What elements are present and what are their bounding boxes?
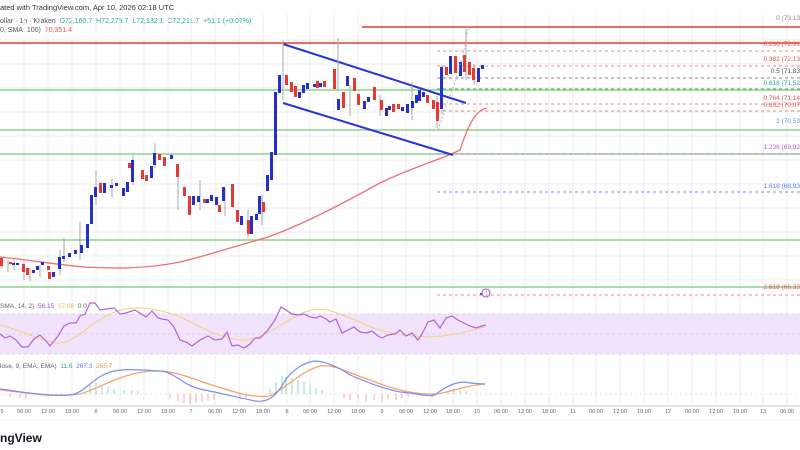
- time-axis-label: 5: [0, 409, 4, 415]
- macd-signal-value: 255.7: [96, 363, 113, 370]
- time-axis-label: 12:00: [137, 409, 151, 415]
- macd-legend: lose, 9, EMA, EMA) 11.6 267.3 255.7: [0, 363, 112, 370]
- symbol-ohlc-legend: ollar · 1h · Kraken O72,160.7 H72,279.7 …: [0, 18, 251, 25]
- low-value: L72,132.1: [132, 18, 164, 25]
- macd-value: 267.3: [76, 363, 93, 370]
- high-value: H72,279.7: [96, 18, 129, 25]
- time-axis-label: 06:00: [208, 409, 222, 415]
- time-axis-label: 06:00: [17, 409, 31, 415]
- time-axis-label: 12: [664, 409, 672, 415]
- fib-label-1: 1 (70,53: [776, 118, 800, 125]
- rsi-line: [0, 302, 487, 349]
- time-axis-label: 18:00: [65, 409, 79, 415]
- fib-label-05: 0.5 (71,83: [770, 68, 800, 75]
- time-axis-label: 13: [759, 409, 767, 415]
- time-axis-label: 12:00: [423, 409, 437, 415]
- time-axis-label: 12:00: [327, 409, 341, 415]
- change-value: +51.1 (+0.07%): [203, 18, 252, 25]
- time-axis-label: 06:00: [303, 409, 317, 415]
- fib-label-0236: 0.236 (72,91: [763, 41, 800, 48]
- time-axis-label: 7: [189, 409, 193, 415]
- macd-signal-line: [0, 365, 486, 398]
- time-axis-label: 18:00: [351, 409, 365, 415]
- time-axis-label: 18:00: [733, 409, 747, 415]
- time-axis-label: 06:00: [780, 409, 794, 415]
- alert-clock-icon[interactable]: [479, 288, 491, 298]
- time-axis-label: 18:00: [256, 409, 270, 415]
- macd-label: lose, 9, EMA, EMA): [0, 363, 57, 370]
- rsi-ma-value: 57.08: [57, 303, 75, 310]
- sma-100-line: [0, 107, 488, 269]
- time-axis-label: 12:00: [709, 409, 723, 415]
- candlesticks: [0, 28, 484, 281]
- fib-label-2618: 2.618 (66,33: [763, 284, 800, 291]
- time-axis-label: 18:00: [446, 409, 460, 415]
- time-axis-label: 12:00: [41, 409, 55, 415]
- fib-label-1618: 1.618 (68,93: [763, 183, 800, 190]
- tradingview-logo: ngView: [0, 431, 42, 445]
- rsi-extra: 0 0: [77, 303, 87, 310]
- fib-label-1236: 1.236 (69,92: [763, 144, 800, 151]
- time-axis-label: 11: [570, 409, 576, 415]
- time-axis-label: 06:00: [685, 409, 699, 415]
- time-axis-label: 18:00: [542, 409, 556, 415]
- time-axis-label: 06:00: [589, 409, 603, 415]
- fib-label-0: 0 (73,13: [776, 15, 800, 22]
- rsi-label: SMA, 14, 2): [0, 303, 35, 310]
- time-axis-label: 06:00: [399, 409, 413, 415]
- macd-hist-value: 11.6: [60, 363, 73, 370]
- published-info: ated with TradingView.com, Apr 10, 2026 …: [0, 3, 175, 12]
- sma-value: 70,351.4: [44, 27, 72, 34]
- time-axis-label: 06:00: [113, 409, 127, 415]
- fib-label-0382: 0.382 (72,13: [763, 56, 800, 63]
- fib-label-0764: 0.764 (71,14: [763, 95, 800, 102]
- time-axis-label: 10: [473, 409, 481, 415]
- sma-legend: 0, SMA, 100) 70,351.4: [0, 27, 72, 34]
- rsi-value: 58.15: [37, 303, 55, 310]
- time-axis-label: 6: [94, 409, 98, 415]
- time-axis-label: 9: [380, 409, 384, 415]
- time-axis-label: 12:00: [232, 409, 246, 415]
- fibonacci-levels: [437, 50, 800, 296]
- time-axis-label: 06:00: [494, 409, 508, 415]
- time-axis-label: 12:00: [613, 409, 627, 415]
- descending-channel: [282, 43, 467, 156]
- macd-histogram: [9, 376, 467, 404]
- fib-label-0832: 0.832 (70,97: [763, 102, 800, 109]
- time-axis-label: 8: [285, 409, 289, 415]
- time-axis-label: 18:00: [637, 409, 651, 415]
- macd-line: [0, 360, 486, 402]
- time-axis-label: 18:00: [161, 409, 175, 415]
- rsi-legend: SMA, 14, 2) 58.15 57.08 0 0: [0, 303, 87, 310]
- close-value: C72,211.7: [167, 18, 200, 25]
- symbol-label: ollar · 1h · Kraken: [0, 18, 56, 25]
- sma-label: 0, SMA, 100): [0, 27, 41, 34]
- open-value: O72,160.7: [59, 18, 93, 25]
- resistance-lines: [0, 26, 800, 44]
- rsi-ma-line: [0, 307, 486, 344]
- time-axis-label: 12:00: [518, 409, 532, 415]
- fib-label-0618: 0.618 (71,52: [763, 80, 800, 87]
